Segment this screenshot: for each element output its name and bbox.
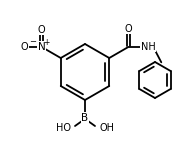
Text: OH: OH [100,123,115,133]
Text: N: N [38,42,46,52]
Text: B: B [82,113,89,123]
Text: NH: NH [141,42,156,52]
Text: −: − [29,37,36,46]
Text: +: + [43,38,49,47]
Text: HO: HO [55,123,70,133]
Text: O: O [124,24,132,34]
Text: O: O [21,42,28,52]
Text: O: O [38,25,46,35]
